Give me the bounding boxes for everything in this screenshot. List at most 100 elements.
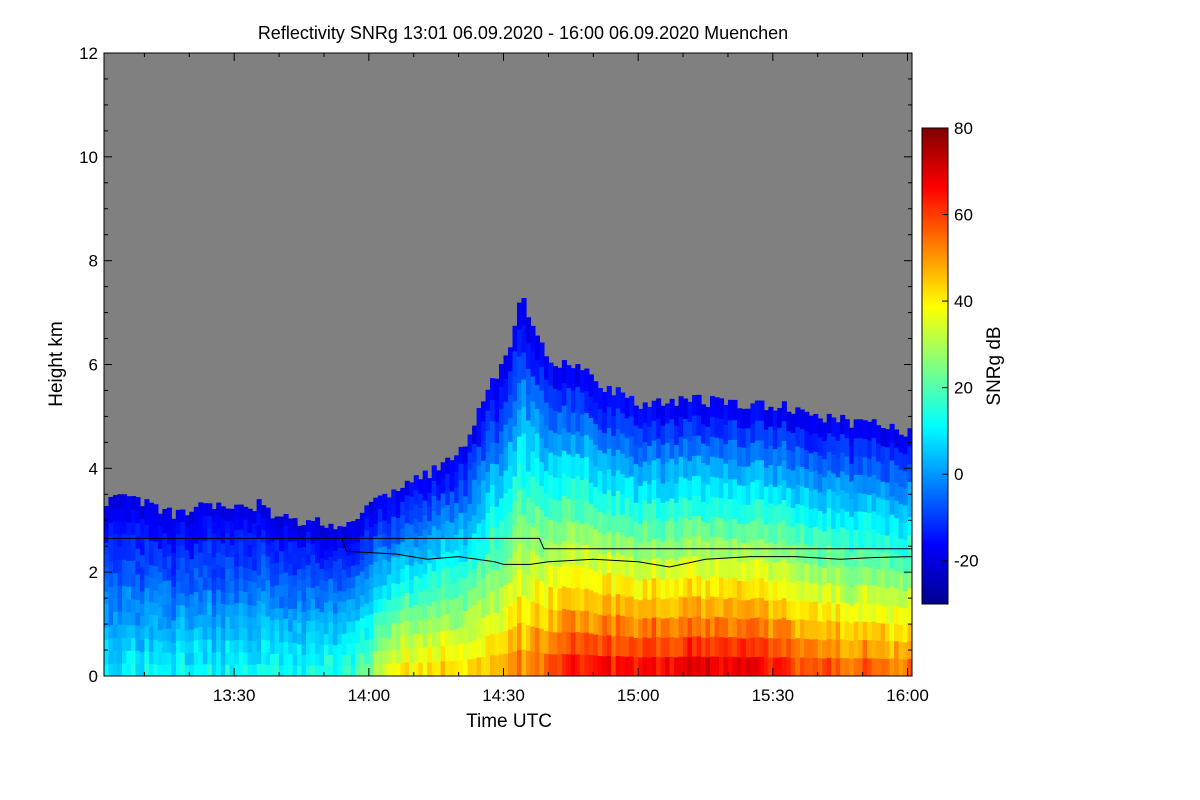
heatmap-cell (409, 648, 415, 663)
heatmap-cell (534, 603, 541, 628)
heatmap-cell (651, 400, 657, 422)
reflectivity-heatmap (104, 297, 912, 676)
heatmap-cell (593, 507, 599, 530)
heatmap-cell (225, 520, 231, 534)
heatmap-cell (467, 434, 473, 453)
heatmap-cell (525, 317, 532, 344)
heatmap-cell (440, 599, 446, 616)
heatmap-cell (126, 586, 132, 600)
heatmap-cell (121, 494, 128, 508)
heatmap-cell (314, 517, 321, 530)
heatmap-cell (292, 563, 298, 576)
heatmap-cell (265, 603, 271, 617)
heatmap-cell (274, 641, 280, 654)
heatmap-cell (297, 665, 303, 676)
heatmap-cell (373, 523, 379, 537)
heatmap-cell (786, 411, 792, 432)
heatmap-cell (306, 620, 312, 633)
heatmap-cell (409, 510, 415, 525)
heatmap-cell (642, 558, 648, 579)
heatmap-cell (413, 546, 419, 562)
heatmap-cell (759, 557, 765, 579)
heatmap-cell (799, 618, 805, 639)
heatmap-cell (350, 631, 356, 644)
heatmap-cell (512, 450, 518, 477)
heatmap-cell (763, 657, 769, 676)
heatmap-cell (202, 638, 208, 652)
heatmap-cell (332, 529, 339, 541)
heatmap-cell (732, 419, 738, 440)
heatmap-cell (112, 585, 119, 600)
heatmap-cell (207, 663, 213, 676)
heatmap-cell (225, 592, 231, 605)
heatmap-cell (781, 440, 787, 461)
heatmap-cell (831, 509, 837, 529)
heatmap-cell (826, 488, 832, 509)
heatmap-cell (835, 621, 841, 641)
heatmap-cell (826, 619, 832, 640)
heatmap-cell (808, 545, 814, 565)
heatmap-cell (112, 546, 119, 561)
heatmap-cell (898, 589, 904, 608)
heatmap-cell (696, 414, 702, 436)
heatmap-cell (790, 638, 796, 658)
heatmap-cell (494, 378, 500, 401)
heatmap-cell (772, 410, 778, 431)
heatmap-cell (638, 637, 644, 658)
heatmap-cell (826, 526, 832, 546)
heatmap-cell (171, 563, 177, 576)
heatmap-cell (741, 599, 747, 620)
heatmap-cell (611, 535, 617, 557)
heatmap-cell (638, 580, 644, 601)
heatmap-cell (781, 420, 787, 442)
heatmap-cell (817, 436, 823, 456)
heatmap-cell (615, 593, 621, 615)
heatmap-cell (382, 519, 388, 534)
heatmap-cell (171, 653, 177, 666)
heatmap-cell (153, 602, 159, 616)
heatmap-cell (597, 614, 603, 636)
heatmap-cell (696, 655, 702, 676)
heatmap-cell (858, 455, 864, 475)
heatmap-cell (422, 529, 428, 545)
heatmap-cell (454, 628, 460, 646)
heatmap-cell (831, 454, 837, 474)
heatmap-cell (516, 542, 523, 570)
heatmap-cell (876, 640, 882, 659)
heatmap-cell (211, 568, 217, 582)
heatmap-cell (813, 563, 819, 584)
heatmap-cell (831, 472, 837, 492)
heatmap-cell (907, 534, 912, 553)
heatmap-cell (229, 616, 235, 629)
heatmap-cell (656, 616, 662, 637)
heatmap-cell (270, 619, 276, 632)
heatmap-cell (561, 653, 567, 676)
heatmap-cell (548, 384, 554, 408)
heatmap-cell (907, 658, 912, 676)
heatmap-cell (503, 607, 509, 631)
heatmap-cell (148, 564, 154, 578)
heatmap-cell (436, 661, 442, 676)
heatmap-cell (359, 547, 365, 561)
heatmap-cell (570, 390, 576, 413)
heatmap-cell (813, 488, 819, 509)
heatmap-cell (180, 509, 186, 522)
heatmap-cell (503, 401, 509, 425)
heatmap-cell (853, 566, 859, 585)
heatmap-cell (862, 456, 868, 476)
heatmap-cell (692, 615, 698, 637)
heatmap-cell (104, 554, 110, 568)
heatmap-cell (220, 530, 226, 544)
heatmap-cell (718, 596, 725, 618)
heatmap-cell (449, 460, 455, 477)
x-axis: 13:30 14:00 14:30 15:00 15:30 16:00 (143, 53, 929, 705)
heatmap-cell (575, 364, 581, 387)
heatmap-cell (871, 474, 877, 494)
heatmap-cell (202, 589, 208, 603)
heatmap-cell (584, 588, 590, 611)
heatmap-cell (368, 576, 374, 590)
heatmap-cell (777, 407, 783, 428)
heatmap-cell (683, 596, 689, 618)
heatmap-cell (413, 575, 419, 591)
heatmap-cell (445, 582, 451, 599)
